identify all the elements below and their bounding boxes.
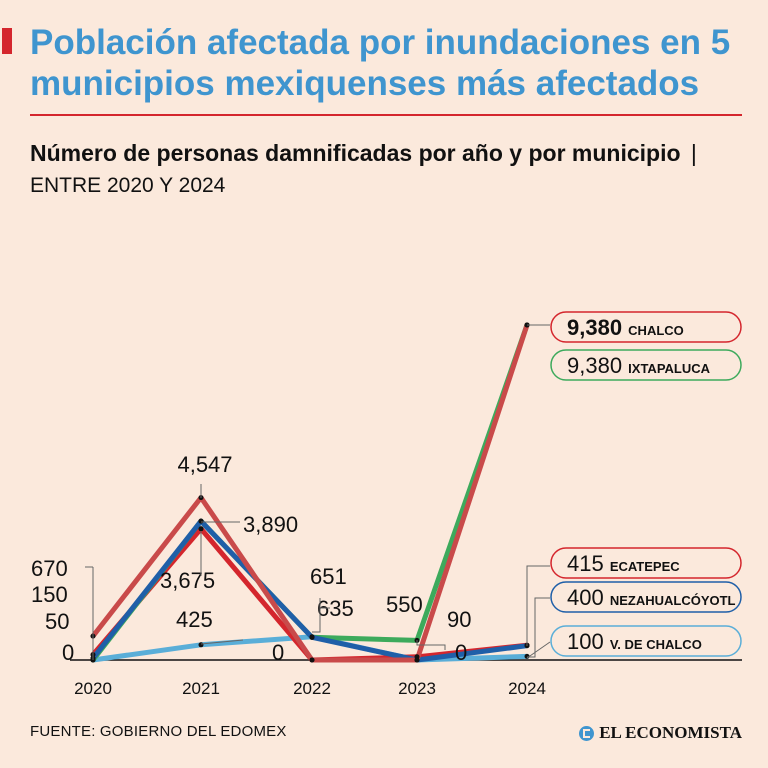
value-label: 3,675 <box>160 568 215 593</box>
accent-bar <box>2 28 12 54</box>
value-label: 4,547 <box>177 452 232 477</box>
leader-line <box>416 640 446 650</box>
legend-label: 100 V. DE CHALCO <box>567 629 702 654</box>
value-label: 0 <box>272 640 284 665</box>
leader-line <box>527 597 550 658</box>
subtitle-text: Número de personas damnificadas por año … <box>30 140 681 166</box>
brand-icon <box>579 725 595 741</box>
chart-subtitle: Número de personas damnificadas por año … <box>30 138 750 201</box>
leader-line <box>526 565 550 646</box>
value-label: 150 <box>31 582 68 607</box>
leader-line <box>526 641 551 659</box>
leader-line <box>200 639 244 645</box>
subtitle-separator: | <box>690 140 697 166</box>
data-point <box>198 642 204 648</box>
legend-label: 9,380 IXTAPALUCA <box>567 353 711 378</box>
x-tick-label: 2024 <box>508 679 546 698</box>
legend-box <box>550 625 742 657</box>
value-label: 50 <box>45 609 69 634</box>
brand-name: EL ECONOMISTA <box>599 723 742 742</box>
x-tick-label: 2020 <box>74 679 112 698</box>
x-tick-label: 2023 <box>398 679 436 698</box>
x-tick-label: 2022 <box>293 679 331 698</box>
value-label: 0 <box>455 640 467 665</box>
value-label: 90 <box>447 607 471 632</box>
value-label: 651 <box>310 564 347 589</box>
x-tick-label: 2021 <box>182 679 220 698</box>
legend-box <box>550 547 742 579</box>
value-label: 3,890 <box>243 512 298 537</box>
data-point <box>309 634 315 640</box>
legend-label: 415 ECATEPEC <box>567 551 680 576</box>
legend-box <box>550 311 742 343</box>
leader-line <box>312 598 321 633</box>
legend-box <box>550 581 742 613</box>
source-note: FUENTE: GOBIERNO DEL EDOMEX <box>30 723 287 740</box>
data-point <box>309 657 315 663</box>
data-point <box>414 657 420 663</box>
title-divider <box>30 114 742 116</box>
data-point <box>198 526 204 532</box>
legend-label: 9,380 CHALCO <box>567 315 684 340</box>
subtitle-range: ENTRE 2020 Y 2024 <box>30 174 226 197</box>
data-point <box>198 518 204 524</box>
value-label: 670 <box>31 556 68 581</box>
legend-label: 400 NEZAHUALCÓYOTL <box>567 585 736 610</box>
value-label: 0 <box>62 640 74 665</box>
value-label: 550 <box>386 592 423 617</box>
brand-logo: EL ECONOMISTA <box>579 723 742 743</box>
legend-box <box>550 349 742 381</box>
chart-title: Población afectada por inundaciones en 5… <box>30 23 731 103</box>
value-label: 425 <box>176 607 213 632</box>
